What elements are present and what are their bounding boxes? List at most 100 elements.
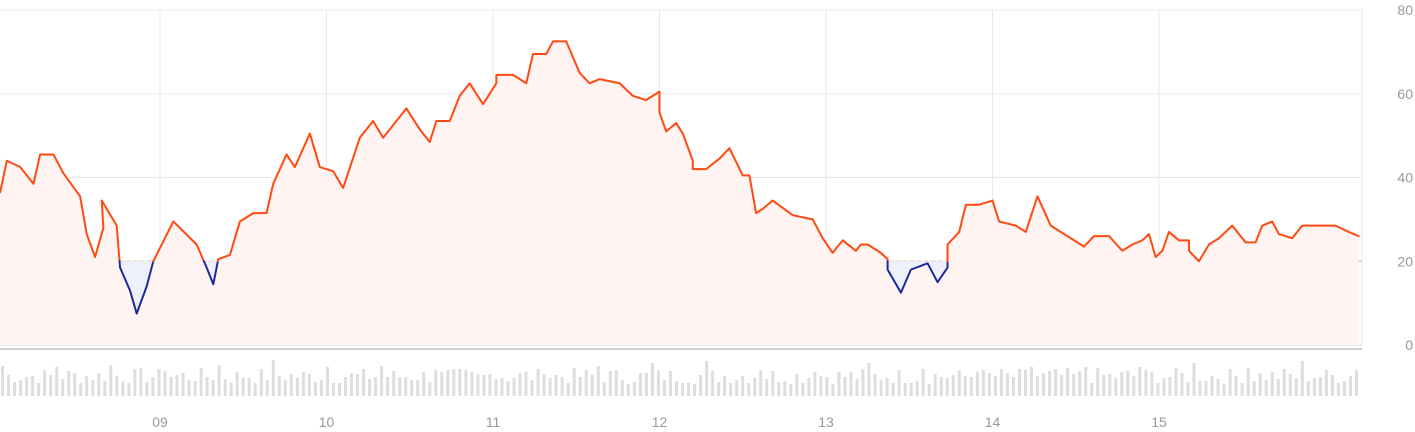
volume-bar: [31, 376, 35, 396]
volume-bar: [825, 377, 829, 396]
price-line-layer: [0, 40, 1360, 315]
x-tick-label: 15: [1151, 414, 1167, 430]
y-axis-ticks: 80 60 40 20 0: [1397, 2, 1413, 353]
x-axis-ticks: 09 10 11 12 13 14 15: [152, 414, 1167, 430]
volume-bar: [1144, 370, 1148, 396]
volume-bar: [115, 376, 119, 396]
volume-bar: [1342, 381, 1346, 396]
volume-bar: [139, 368, 143, 396]
volume-bar: [1150, 372, 1154, 396]
volume-bar: [1036, 376, 1039, 396]
volume-bar: [572, 368, 576, 396]
volume-bar: [386, 377, 390, 396]
volume-bar: [1282, 369, 1286, 396]
volume-bar: [362, 369, 366, 396]
volume-bar: [1138, 367, 1142, 396]
volume-bar: [1060, 375, 1064, 396]
volume-bar: [1042, 373, 1046, 396]
area-layer: [0, 41, 1359, 345]
volume-bar: [1180, 373, 1184, 396]
price-line-below-reference: [202, 260, 219, 286]
volume-bar: [536, 369, 540, 396]
volume-bar: [1066, 368, 1070, 396]
volume-bar: [512, 378, 516, 396]
volume-bar: [1210, 376, 1214, 396]
volume-bar: [705, 361, 709, 396]
volume-bar: [404, 377, 408, 396]
volume-bar: [933, 374, 937, 396]
volume-bar: [981, 370, 985, 396]
volume-bar: [921, 369, 925, 396]
volume-bar: [735, 380, 739, 396]
volume-bar: [1174, 368, 1178, 396]
volume-bar: [909, 383, 913, 396]
volume-bar: [109, 365, 113, 396]
volume-bar: [1330, 375, 1334, 396]
volume-bar: [879, 380, 883, 396]
volume-bar: [795, 374, 799, 396]
volume-bar: [614, 370, 618, 396]
volume-bar: [151, 377, 155, 396]
volume-bar: [729, 383, 733, 396]
volume-bar: [13, 382, 16, 396]
volume-bar: [506, 381, 510, 396]
volume-bar: [554, 375, 558, 396]
volume-bar: [338, 383, 341, 396]
volume-bar: [434, 370, 438, 396]
volume-bar: [187, 380, 191, 396]
volume-bar: [741, 376, 745, 396]
volume-bar: [675, 381, 678, 396]
volume-bar: [638, 373, 642, 396]
volume-bar: [548, 378, 552, 396]
volume-bar: [813, 372, 817, 396]
volume-bar: [789, 384, 793, 396]
volume-bar: [175, 375, 179, 396]
volume-bar: [1108, 374, 1112, 396]
volume-bar: [85, 376, 89, 396]
volume-bar: [295, 378, 299, 396]
volume-bar: [163, 371, 167, 396]
volume-bar: [79, 383, 83, 396]
volume-bar: [759, 370, 763, 396]
volume-bar: [217, 365, 221, 396]
volume-bar: [1156, 383, 1160, 396]
volume-bar: [819, 376, 823, 396]
volume-bar: [440, 372, 444, 396]
volume-bar: [1168, 377, 1172, 396]
volume-bar: [602, 382, 606, 396]
volume-bar: [891, 383, 895, 396]
y-tick-label: 80: [1397, 2, 1413, 18]
volume-bar: [458, 369, 462, 396]
volume-bar: [1222, 384, 1226, 396]
volume-bar: [1270, 372, 1274, 396]
volume-bar: [717, 382, 721, 396]
volume-bar: [494, 379, 498, 396]
volume-bar: [861, 369, 865, 396]
volume-bar: [398, 377, 402, 396]
volume-bar: [1258, 373, 1262, 396]
volume-bar: [699, 375, 703, 396]
volume-bar: [97, 373, 101, 396]
volume-bar: [644, 373, 648, 396]
volume-bar: [975, 372, 979, 396]
volume-bar: [566, 383, 570, 396]
volume-bar: [957, 370, 961, 396]
volume-bar: [945, 378, 949, 396]
volume-bar: [73, 373, 77, 396]
volume-bar: [885, 378, 889, 396]
x-tick-label: 13: [818, 414, 834, 430]
volume-bar: [91, 380, 95, 396]
volume-bar: [1084, 367, 1088, 396]
x-tick-label: 09: [152, 414, 168, 430]
volume-bar: [1090, 383, 1094, 396]
volume-bar: [67, 371, 71, 396]
volume-bar: [326, 367, 329, 396]
volume-bar: [1186, 382, 1190, 396]
volume-bar: [301, 372, 305, 396]
volume-bar: [849, 372, 853, 396]
volume-bar: [410, 380, 414, 396]
volume-bar: [319, 380, 323, 396]
volume-bar: [843, 377, 847, 396]
volume-bar: [392, 371, 396, 396]
volume-bar: [711, 371, 715, 396]
